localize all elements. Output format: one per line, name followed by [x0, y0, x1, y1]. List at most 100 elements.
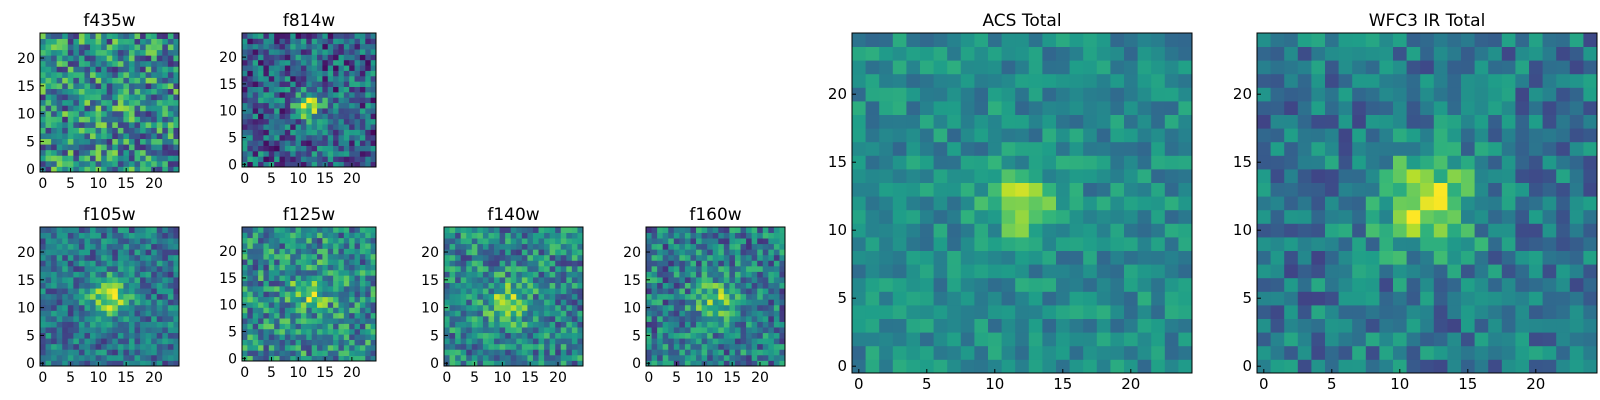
- heatmap-cell: [327, 312, 334, 319]
- heatmap-cell: [460, 354, 467, 361]
- heatmap-cell: [734, 238, 741, 245]
- heatmap-cell: [1069, 359, 1084, 374]
- heatmap-cell: [263, 280, 270, 287]
- heatmap-cell: [370, 161, 377, 168]
- heatmap-cell: [1338, 345, 1353, 360]
- heatmap-cell: [538, 299, 545, 306]
- heatmap-cell: [117, 66, 124, 73]
- heatmap-cell: [327, 334, 334, 340]
- heatmap-cell: [988, 128, 1002, 143]
- heatmap-cell: [327, 350, 334, 357]
- heatmap-cell: [370, 113, 377, 120]
- heatmap-cell: [701, 349, 708, 356]
- heatmap-cell: [90, 260, 96, 267]
- heatmap-cell: [290, 291, 296, 298]
- heatmap-cell: [40, 282, 46, 289]
- heatmap-cell: [40, 327, 46, 334]
- heatmap-cell: [123, 304, 130, 311]
- heatmap-cell: [1151, 305, 1166, 319]
- heatmap-cell: [56, 232, 63, 239]
- heatmap-cell: [327, 161, 334, 168]
- heatmap-cell: [1542, 305, 1557, 319]
- heatmap-cell: [1137, 277, 1152, 292]
- heatmap-cell: [173, 127, 180, 134]
- y-tick-label: 15: [828, 153, 847, 171]
- heatmap-cell: [1420, 291, 1435, 306]
- heatmap-cell: [90, 299, 96, 306]
- heatmap-cell: [258, 70, 264, 77]
- heatmap-cell: [78, 288, 85, 295]
- heatmap-cell: [117, 343, 124, 350]
- heatmap-cell: [67, 299, 74, 306]
- heatmap-cell: [145, 343, 152, 350]
- heatmap-cell: [960, 155, 975, 170]
- heatmap-cell: [40, 77, 46, 84]
- heatmap-cell: [505, 304, 512, 311]
- heatmap-cell: [162, 327, 169, 334]
- heatmap-cell: [865, 87, 880, 102]
- heatmap-cell: [974, 128, 989, 143]
- heatmap-cell: [892, 114, 907, 129]
- heatmap-cell: [690, 354, 697, 361]
- heatmap-cell: [123, 110, 130, 117]
- heatmap-cell: [333, 318, 339, 324]
- heatmap-cell: [117, 71, 124, 78]
- heatmap-cell: [690, 332, 697, 339]
- heatmap-cell: [1352, 169, 1367, 183]
- heatmap-cell: [1069, 155, 1084, 170]
- heatmap-cell: [62, 321, 69, 328]
- heatmap-cell: [560, 282, 567, 289]
- heatmap-cell: [322, 307, 329, 314]
- heatmap-cell: [516, 243, 523, 250]
- heatmap-cell: [279, 275, 286, 281]
- heatmap-cell: [370, 307, 377, 314]
- heatmap-cell: [1515, 318, 1530, 333]
- heatmap-cell: [306, 259, 313, 265]
- heatmap-cell: [560, 332, 567, 339]
- heatmap-cell: [359, 264, 366, 271]
- heatmap-cell: [173, 99, 180, 106]
- heatmap-cell: [90, 66, 96, 73]
- heatmap-cell: [343, 33, 350, 39]
- heatmap-cell: [151, 144, 158, 151]
- heatmap-cell: [112, 277, 119, 283]
- heatmap-cell: [852, 46, 866, 61]
- heatmap-cell: [173, 271, 180, 278]
- panel-title: f160w: [689, 205, 741, 225]
- heatmap-cell: [1178, 196, 1193, 211]
- heatmap-cell: [555, 299, 562, 306]
- heatmap-cell: [284, 312, 291, 319]
- heatmap-cell: [311, 43, 318, 50]
- heatmap-cell: [62, 315, 69, 322]
- heatmap-cell: [1338, 169, 1353, 183]
- heatmap-cell: [1529, 264, 1543, 279]
- heatmap-cell: [95, 149, 102, 156]
- heatmap-cell: [538, 354, 545, 361]
- heatmap-cell: [1083, 359, 1098, 374]
- heatmap-cell: [494, 354, 500, 361]
- heatmap-cell: [162, 304, 169, 311]
- heatmap-cell: [151, 249, 158, 256]
- heatmap-cell: [762, 338, 769, 345]
- heatmap-cell: [365, 350, 372, 357]
- heatmap-cell: [322, 54, 329, 61]
- heatmap-cell: [268, 91, 275, 98]
- heatmap-cell: [1001, 60, 1016, 75]
- heatmap-cell: [370, 145, 377, 152]
- heatmap-cell: [279, 334, 286, 340]
- heatmap-cell: [123, 321, 130, 328]
- heatmap-cell: [311, 113, 318, 120]
- heatmap-cell: [268, 248, 275, 255]
- heatmap-cell: [40, 88, 46, 95]
- heatmap-cell: [306, 269, 313, 276]
- heatmap-cell: [84, 77, 91, 84]
- heatmap-cell: [1297, 264, 1312, 279]
- heatmap-cell: [768, 343, 775, 350]
- heatmap-cell: [779, 243, 786, 250]
- heatmap-cell: [56, 277, 63, 283]
- heatmap-cell: [729, 260, 736, 267]
- heatmap-cell: [84, 94, 91, 101]
- heatmap-cell: [140, 44, 147, 51]
- heatmap-cell: [354, 328, 361, 335]
